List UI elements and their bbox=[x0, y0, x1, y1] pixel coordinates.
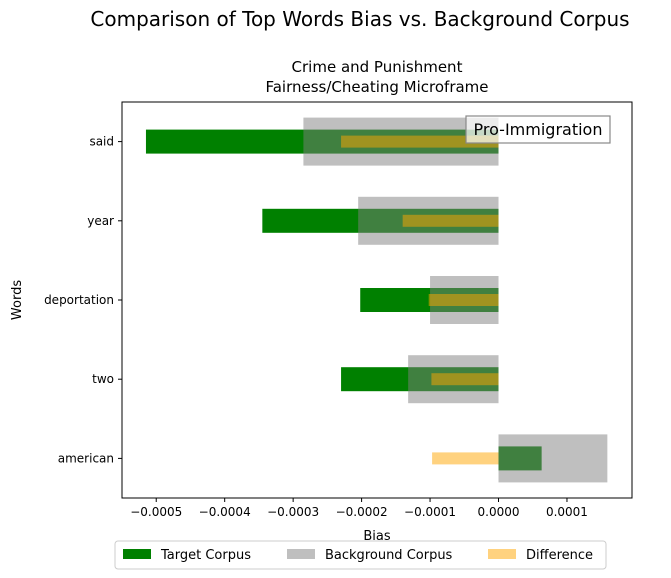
y-tick-label-two: two bbox=[92, 372, 114, 386]
legend-label: Target Corpus bbox=[160, 548, 251, 563]
bar-difference-deportation bbox=[428, 294, 499, 306]
bar-background-corpus-american bbox=[498, 434, 608, 483]
legend: Target Corpus Background Corpus Difference bbox=[114, 540, 607, 570]
legend-swatch bbox=[123, 549, 151, 559]
legend-swatch bbox=[287, 549, 315, 559]
axes-layer: −0.0005 −0.0004 −0.0003 −0.0002 −0.0001 0.000… bbox=[44, 135, 588, 519]
bars-layer bbox=[145, 117, 608, 483]
bar-difference-said bbox=[341, 135, 499, 148]
x-tick-label: −0.0002 bbox=[336, 505, 388, 519]
chart-title-line-1: Crime and Punishment bbox=[292, 58, 463, 76]
figure-suptitle: Comparison of Top Words Bias vs. Backgro… bbox=[90, 7, 629, 31]
y-tick-label-year: year bbox=[87, 214, 114, 228]
legend-label: Difference bbox=[526, 548, 593, 563]
x-axis-label: Bias bbox=[363, 529, 390, 544]
chart-title-line-2: Fairness/Cheating Microframe bbox=[265, 78, 488, 96]
x-tick-label: 0.0000 bbox=[478, 505, 520, 519]
x-tick-label: −0.0001 bbox=[404, 505, 456, 519]
legend-frame bbox=[114, 540, 607, 570]
x-tick-label: −0.0004 bbox=[199, 505, 251, 519]
x-tick-label: 0.0001 bbox=[546, 505, 588, 519]
y-tick-label-said: said bbox=[89, 135, 114, 149]
annotation-box: Pro-Immigration bbox=[465, 115, 611, 144]
bar-difference-two bbox=[431, 373, 499, 386]
x-tick-label: −0.0003 bbox=[267, 505, 319, 519]
x-tick-label: −0.0005 bbox=[130, 505, 182, 519]
y-axis-label: Words bbox=[10, 280, 25, 320]
legend-label: Background Corpus bbox=[325, 548, 453, 563]
y-tick-label-deportation: deportation bbox=[44, 293, 114, 307]
annotation-label: Pro-Immigration bbox=[474, 120, 603, 139]
plot-frame bbox=[121, 101, 633, 499]
legend-swatch bbox=[488, 549, 516, 559]
y-tick-label-american: american bbox=[58, 451, 114, 465]
bar-difference-year bbox=[402, 214, 499, 227]
bar-difference-american bbox=[432, 452, 499, 465]
